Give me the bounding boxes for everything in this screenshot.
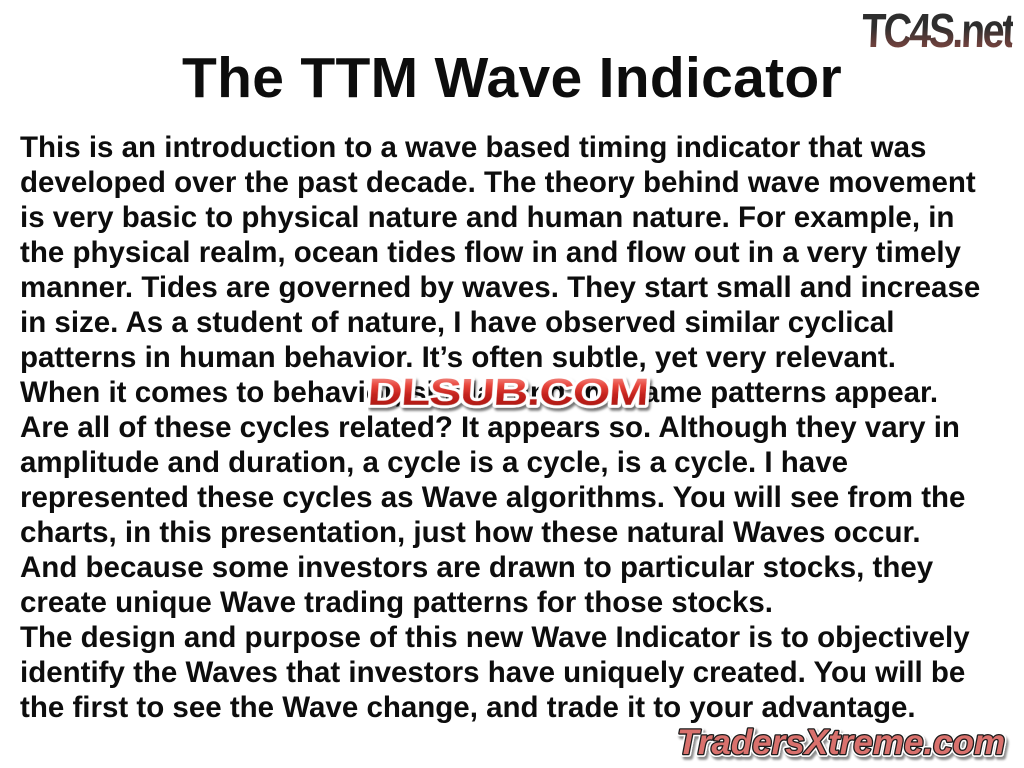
svg-text:TradersXtreme.com: TradersXtreme.com <box>677 723 1005 762</box>
svg-text:DLSUB.COM: DLSUB.COM <box>368 372 649 414</box>
